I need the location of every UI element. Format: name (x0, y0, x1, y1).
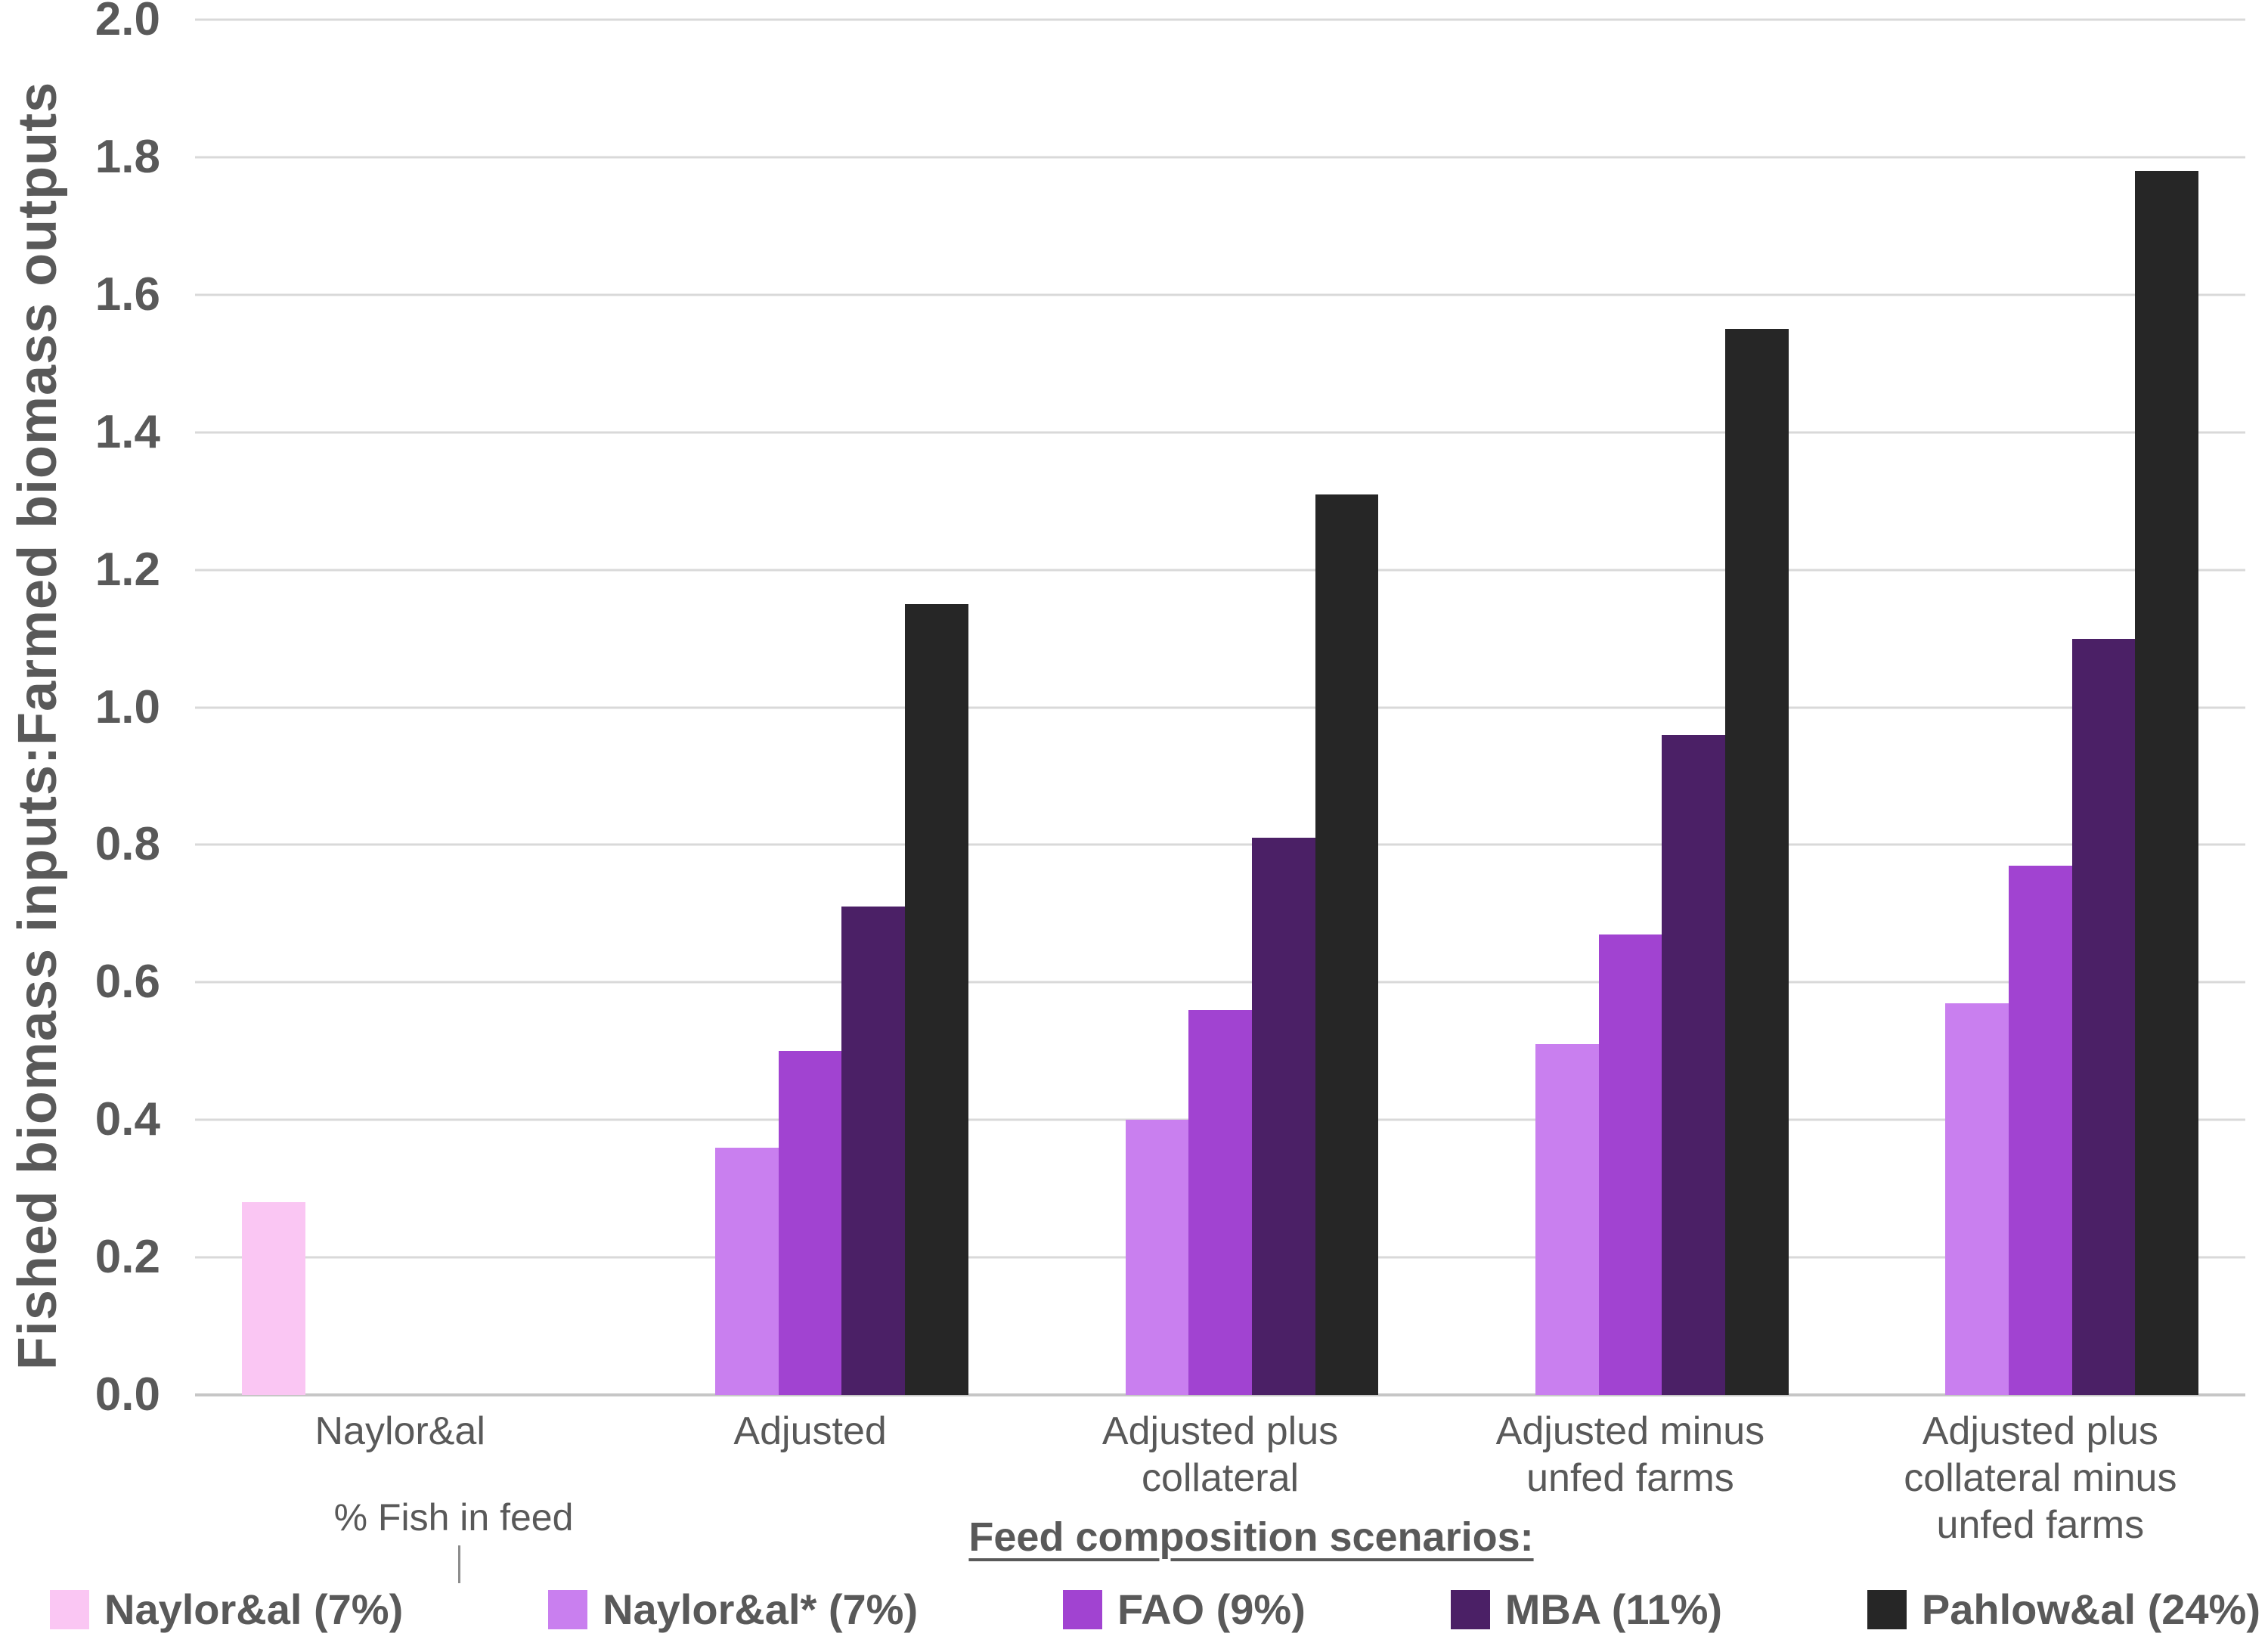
bar-naylor-al-7 (242, 1202, 305, 1395)
category-group-2 (605, 20, 1015, 1395)
bar-slot (2135, 20, 2199, 1395)
bar-mba-11 (2071, 638, 2136, 1395)
gridline (195, 156, 2245, 159)
bar-slot (1598, 20, 1662, 1395)
categories (195, 20, 2245, 1395)
gridline (195, 18, 2245, 21)
bar-pahlow-al-24 (1315, 494, 1379, 1395)
annotation-connector-line (458, 1545, 460, 1583)
bar-slot (1315, 20, 1379, 1395)
bar-slot (1188, 20, 1252, 1395)
legend-swatch (50, 1589, 89, 1629)
legend-swatch (548, 1589, 588, 1629)
x-tick-label: Naylor&al (314, 1409, 485, 1453)
bar-slot (1882, 20, 1946, 1395)
y-tick-label: 0.0 (94, 1368, 160, 1421)
legend-label: Naylor&al (7%) (104, 1585, 404, 1633)
bar-slot (2071, 20, 2136, 1395)
y-tick-label: 0.4 (94, 1093, 160, 1146)
y-tick-label: 1.8 (94, 130, 160, 183)
gridline (195, 293, 2245, 296)
bar-slot (1535, 20, 1599, 1395)
y-axis: 0.0 0.2 0.4 0.6 0.8 1.0 1.2 1.4 1.6 1.8 2.0 (0, 0, 160, 1418)
bar-slot (305, 20, 369, 1395)
legend-swatch (1062, 1589, 1102, 1629)
x-tick-label: Adjusted plus collateral (1101, 1409, 1339, 1500)
legend-swatch (1867, 1589, 1907, 1629)
y-tick-label: 2.0 (94, 0, 160, 45)
y-tick-label: 1.4 (94, 405, 160, 458)
legend-item: MBA (11%) (1450, 1585, 1723, 1634)
legend-item: Pahlow&al (24%) (1867, 1585, 2260, 1634)
bar-fao-9 (778, 1051, 842, 1395)
bar-fao-9 (1188, 1009, 1252, 1395)
legend-item: Naylor&al* (7%) (548, 1585, 918, 1634)
legend-swatch (1450, 1589, 1490, 1629)
y-tick-label: 0.8 (94, 818, 160, 871)
gridline (195, 569, 2245, 572)
x-labels: Naylor&al Adjusted Adjusted plus collateral… (195, 1408, 2245, 1548)
bar-slot (1662, 20, 1725, 1395)
x-axis-title: Feed composition scenarios: (968, 1514, 1534, 1560)
bar-slot (841, 20, 906, 1395)
bar-pahlow-al-24 (1724, 329, 1789, 1395)
legend-label: Naylor&al* (7%) (603, 1585, 919, 1633)
bar-slot (1062, 20, 1126, 1395)
bar-slot (1472, 20, 1535, 1395)
bar-slot (495, 20, 559, 1395)
category-group-1 (195, 20, 605, 1395)
bar-pahlow-al-24 (2135, 171, 2199, 1395)
plot-area (195, 18, 2245, 1396)
bar-slot (1251, 20, 1315, 1395)
bar-naylor-al-7 (1125, 1120, 1189, 1395)
bar-slot (432, 20, 495, 1395)
x-tick-label: Adjusted plus collateral minus unfed farms (1904, 1409, 2177, 1547)
bar-slot (368, 20, 432, 1395)
legend-label: Pahlow&al (24%) (1921, 1585, 2260, 1633)
bar-mba-11 (1251, 838, 1315, 1395)
x-axis-baseline (195, 1393, 2245, 1396)
bar-slot (1945, 20, 2009, 1395)
category-group-5 (1836, 20, 2245, 1395)
y-tick-label: 1.6 (94, 268, 160, 321)
legend-label: FAO (9%) (1117, 1585, 1306, 1633)
bar-slot (652, 20, 715, 1395)
bar-slot (1724, 20, 1789, 1395)
x-tick-label: Adjusted minus unfed farms (1495, 1409, 1765, 1500)
y-tick-label: 0.2 (94, 1231, 160, 1284)
bar-slot (2009, 20, 2072, 1395)
bar-naylor-al-7 (1535, 1044, 1599, 1395)
legend: Naylor&al (7%) Naylor&al* (7%) FAO (9%) MBA… (50, 1585, 2260, 1634)
x-tick-label: Adjusted (733, 1409, 887, 1453)
bar-naylor-al-7 (715, 1147, 779, 1395)
bar-pahlow-al-24 (905, 604, 968, 1395)
gridline (195, 981, 2245, 984)
y-tick-label: 1.2 (94, 543, 160, 596)
bar-naylor-al-7 (1945, 1003, 2009, 1395)
bar-slot (715, 20, 779, 1395)
y-tick-label: 1.0 (94, 680, 160, 733)
y-tick-label: 0.6 (94, 956, 160, 1009)
bar-slot (242, 20, 305, 1395)
bar-slot (1125, 20, 1189, 1395)
bar-mba-11 (841, 907, 906, 1395)
bar-slot (905, 20, 968, 1395)
category-group-4 (1425, 20, 1835, 1395)
bar-fao-9 (1598, 934, 1662, 1395)
legend-label: MBA (11%) (1504, 1585, 1723, 1633)
gridline (195, 431, 2245, 434)
category-group-3 (1015, 20, 1425, 1395)
legend-item: FAO (9%) (1062, 1585, 1306, 1634)
legend-item: Naylor&al (7%) (50, 1585, 403, 1634)
fish-in-feed-annotation: % Fish in feed (333, 1496, 574, 1539)
bar-slot (778, 20, 842, 1395)
bar-fao-9 (2009, 865, 2072, 1395)
gridline (195, 706, 2245, 708)
gridline (195, 843, 2245, 846)
bar-mba-11 (1662, 734, 1725, 1395)
